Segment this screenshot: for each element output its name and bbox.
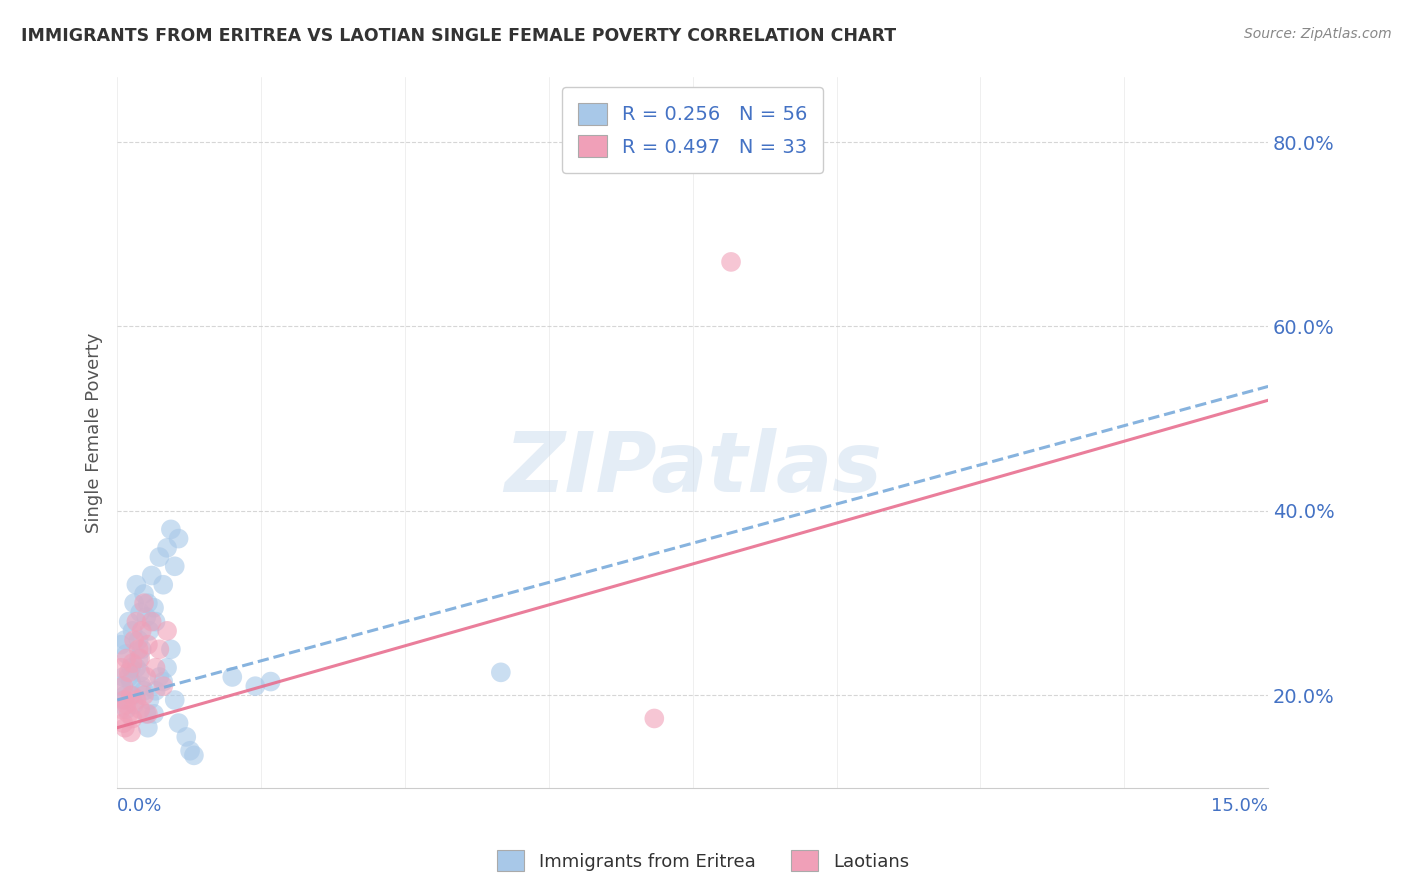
Point	[121, 656, 143, 670]
Point	[138, 693, 160, 707]
Point	[110, 638, 132, 652]
Point	[160, 642, 183, 657]
Point	[135, 706, 157, 721]
Text: ZIPatlas: ZIPatlas	[503, 427, 882, 508]
Point	[122, 633, 145, 648]
Point	[121, 689, 143, 703]
Point	[245, 679, 267, 693]
Point	[221, 670, 243, 684]
Point	[114, 689, 136, 703]
Point	[125, 578, 148, 592]
Point	[112, 670, 135, 684]
Y-axis label: Single Female Poverty: Single Female Poverty	[86, 333, 103, 533]
Text: 0.0%: 0.0%	[117, 797, 163, 815]
Point	[643, 711, 665, 725]
Point	[148, 642, 170, 657]
Point	[167, 532, 190, 546]
Point	[128, 642, 150, 657]
Point	[129, 665, 152, 680]
Point	[125, 693, 148, 707]
Text: Source: ZipAtlas.com: Source: ZipAtlas.com	[1244, 27, 1392, 41]
Point	[152, 679, 174, 693]
Point	[132, 587, 155, 601]
Point	[129, 702, 152, 716]
Point	[141, 568, 163, 582]
Legend: Immigrants from Eritrea, Laotians: Immigrants from Eritrea, Laotians	[489, 843, 917, 879]
Point	[122, 596, 145, 610]
Text: 15.0%: 15.0%	[1211, 797, 1268, 815]
Point	[259, 674, 281, 689]
Point	[128, 651, 150, 665]
Point	[148, 550, 170, 565]
Point	[115, 702, 138, 716]
Point	[120, 725, 142, 739]
Point	[720, 255, 742, 269]
Point	[129, 606, 152, 620]
Point	[156, 661, 179, 675]
Point	[141, 615, 163, 629]
Point	[143, 600, 166, 615]
Point	[148, 670, 170, 684]
Point	[136, 638, 159, 652]
Point	[138, 624, 160, 638]
Point	[156, 541, 179, 555]
Point	[163, 693, 186, 707]
Point	[112, 716, 135, 731]
Point	[114, 693, 136, 707]
Point	[143, 706, 166, 721]
Point	[131, 679, 153, 693]
Point	[136, 596, 159, 610]
Point	[125, 661, 148, 675]
Point	[118, 665, 141, 680]
Point	[136, 721, 159, 735]
Point	[118, 670, 141, 684]
Point	[132, 596, 155, 610]
Point	[110, 702, 132, 716]
Point	[128, 633, 150, 648]
Point	[112, 679, 135, 693]
Point	[112, 693, 135, 707]
Point	[115, 698, 138, 712]
Point	[114, 721, 136, 735]
Point	[145, 615, 167, 629]
Point	[115, 651, 138, 665]
Point	[122, 698, 145, 712]
Point	[179, 744, 201, 758]
Legend: R = 0.256   N = 56, R = 0.497   N = 33: R = 0.256 N = 56, R = 0.497 N = 33	[562, 87, 824, 173]
Text: IMMIGRANTS FROM ERITREA VS LAOTIAN SINGLE FEMALE POVERTY CORRELATION CHART: IMMIGRANTS FROM ERITREA VS LAOTIAN SINGL…	[21, 27, 896, 45]
Point	[135, 670, 157, 684]
Point	[110, 679, 132, 693]
Point	[489, 665, 512, 680]
Point	[129, 651, 152, 665]
Point	[131, 642, 153, 657]
Point	[163, 559, 186, 574]
Point	[167, 716, 190, 731]
Point	[118, 615, 141, 629]
Point	[132, 689, 155, 703]
Point	[110, 661, 132, 675]
Point	[121, 711, 143, 725]
Point	[136, 706, 159, 721]
Point	[145, 683, 167, 698]
Point	[135, 610, 157, 624]
Point	[118, 706, 141, 721]
Point	[121, 624, 143, 638]
Point	[115, 647, 138, 661]
Point	[152, 578, 174, 592]
Point	[114, 633, 136, 648]
Point	[120, 661, 142, 675]
Point	[156, 624, 179, 638]
Point	[120, 674, 142, 689]
Point	[120, 689, 142, 703]
Point	[131, 624, 153, 638]
Point	[152, 674, 174, 689]
Point	[132, 683, 155, 698]
Point	[183, 748, 205, 763]
Point	[125, 615, 148, 629]
Point	[160, 522, 183, 536]
Point	[174, 730, 197, 744]
Point	[145, 661, 167, 675]
